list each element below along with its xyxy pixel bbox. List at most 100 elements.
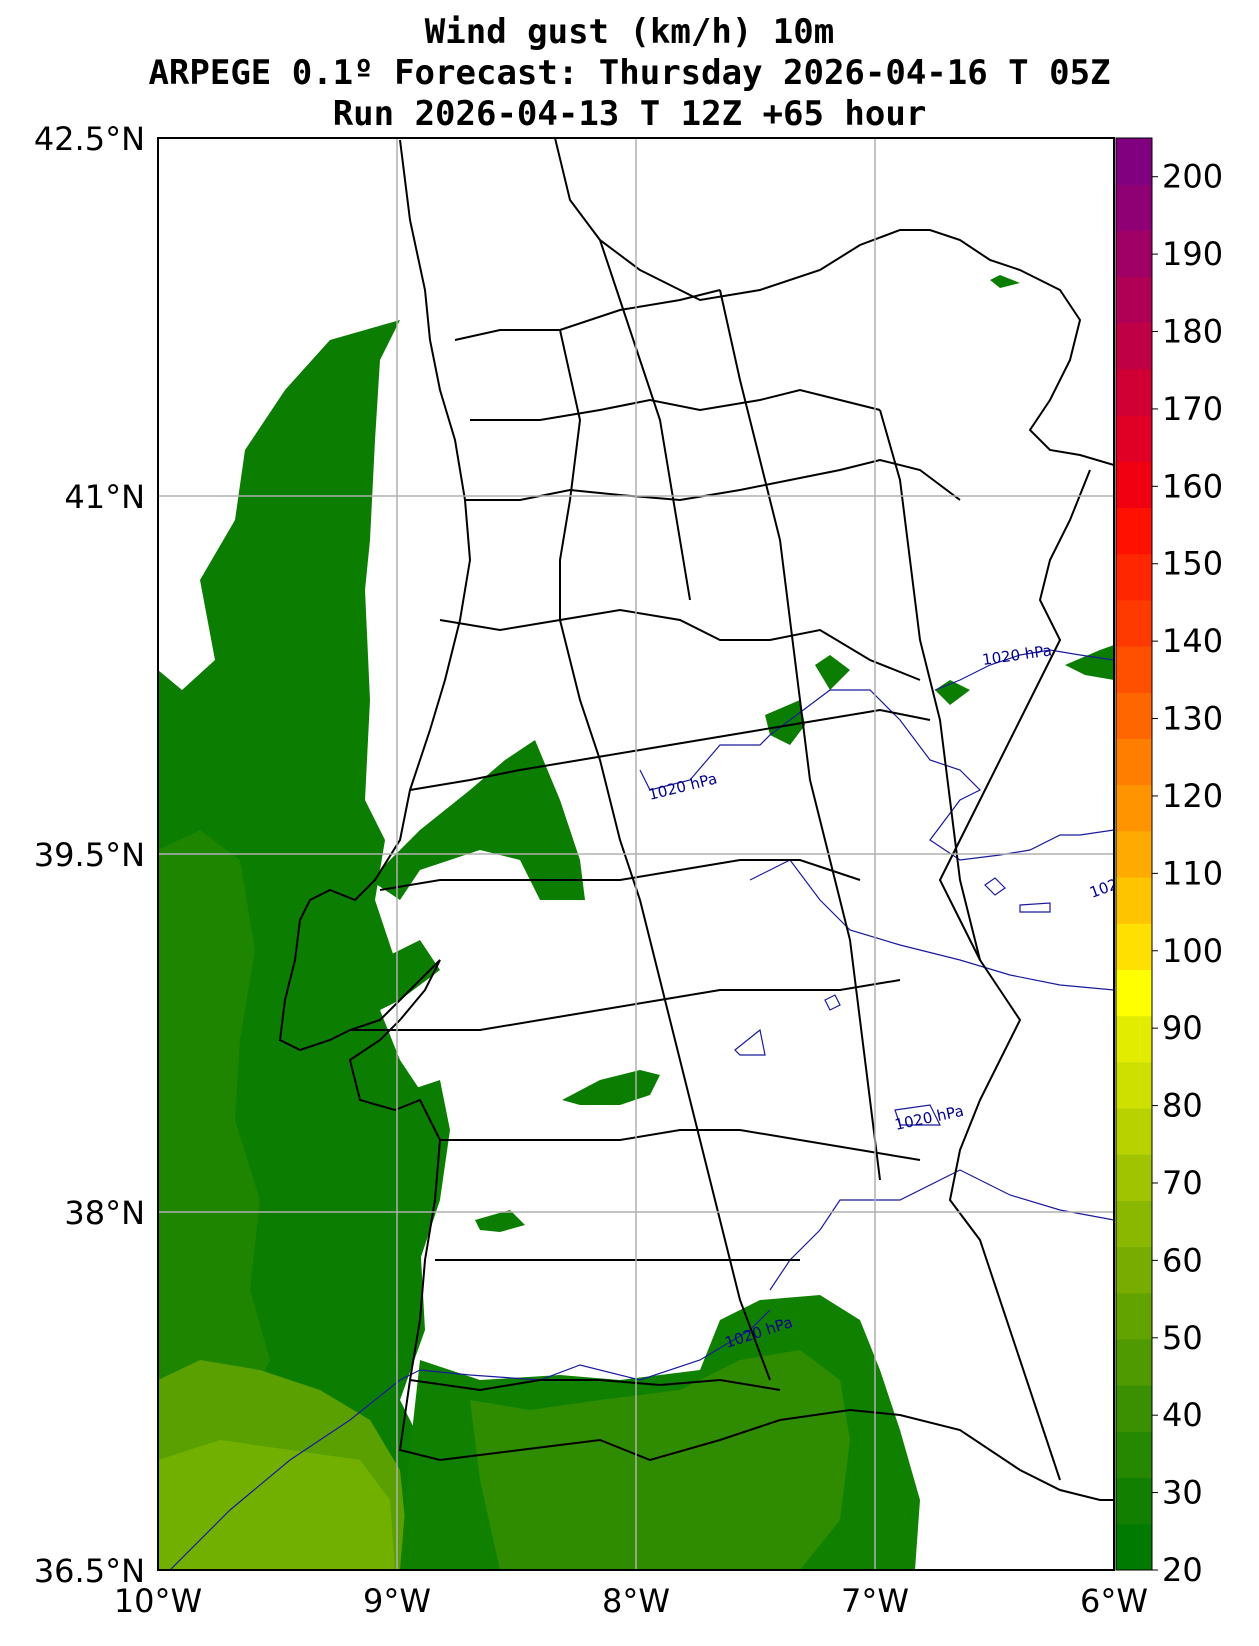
border-region-8 [440,1129,921,1161]
gust-area-inland-patch-2 [475,1210,525,1232]
colorbar-swatch [1116,230,1152,278]
colorbar-swatch [1116,830,1152,878]
isobars [169,649,1114,1570]
map-title-line-2: ARPEGE 0.1º Forecast: Thursday 2026-04-1… [148,53,1111,93]
colorbar-swatch [1116,1477,1152,1525]
colorbar-label: 90 [1162,1009,1203,1047]
colorbar-swatch [1116,368,1152,416]
colorbar-swatch [1116,969,1152,1017]
border-spain-portugal-east [938,469,1091,1481]
isobar-small-loop-4 [824,994,841,1011]
colorbar-label: 200 [1162,158,1223,196]
border-region-6 [379,859,861,891]
colorbar-label: 30 [1162,1474,1203,1512]
border-region-2 [470,388,881,421]
colorbar-label: 110 [1162,854,1223,892]
colorbar-swatch [1116,1292,1152,1340]
colorbar-swatch [1116,184,1152,231]
colorbar-swatch [1116,507,1152,555]
colorbar-label: 120 [1162,777,1223,815]
gust-area-tagus [300,940,440,1030]
colorbar-label: 170 [1162,390,1223,428]
border-internal-v3 [879,409,981,961]
colorbar-label: 160 [1162,467,1223,505]
isobar-small-loop-5 [894,1104,941,1126]
colorbar-label: 40 [1162,1396,1203,1434]
colorbar-swatch [1116,1061,1152,1109]
isobar-line-inland [749,859,1114,991]
gust-area-inland-patch [562,1070,660,1105]
gust-area-north-patch [990,275,1020,288]
lat-label: 41°N [64,478,145,516]
lat-label: 39.5°N [34,836,145,874]
colorbar-swatch [1116,1015,1152,1063]
isobar-small-loop [984,877,1006,896]
isobar-small-loop-2 [1019,902,1051,913]
longitude-labels: 10°W 9°W 8°W 7°W 6°W [114,1582,1148,1620]
map-area: 1020 hPa 1020 hPa 1020 hPa 1020 hPa 1020… [158,138,1114,1570]
border-spain-portugal-north [554,138,1114,466]
map-title-line-3: Run 2026-04-13 T 12Z +65 hour [332,94,927,134]
latitude-labels: 42.5°N 41°N 39.5°N 38°N 36.5°N [34,120,145,1590]
gust-area-northeast-patch-3 [935,680,970,705]
border-region-7 [350,979,901,1031]
colorbar-label: 140 [1162,622,1223,660]
border-region-4 [439,608,921,681]
colorbar-swatch [1116,1523,1152,1571]
colorbar-swatch [1116,1108,1152,1155]
border-region-10 [409,1378,781,1392]
lat-label: 38°N [64,1194,145,1232]
gust-area-northeast-patch-2 [815,655,850,690]
colorbar-label: 70 [1162,1164,1203,1202]
gust-area-sines [400,1080,450,1260]
lat-label: 36.5°N [34,1552,145,1590]
gust-area-northeast-patch-4 [1065,645,1114,680]
map-title-line-1: Wind gust (km/h) 10m [424,12,835,52]
colorbar-swatch [1116,553,1152,601]
colorbar-swatch [1116,276,1152,324]
coastline [278,139,1114,1501]
lat-label: 42.5°N [34,120,145,158]
colorbar-label: 180 [1162,313,1223,351]
isobar-line-north [934,649,1114,691]
isobar-label: 1020 hPa [893,1102,965,1134]
colorbar-swatch [1116,1200,1152,1248]
colorbar-label: 50 [1162,1319,1203,1357]
border-internal-v2 [719,289,881,1181]
border-region-1 [454,289,721,341]
colorbar-label: 130 [1162,700,1223,738]
colorbar-swatch [1116,599,1152,647]
gust-area-northeast-patch [765,700,805,745]
map-frame [157,137,1115,1571]
colorbar-label: 60 [1162,1241,1203,1279]
colorbar-label: 150 [1162,545,1223,583]
gridlines [158,138,1114,1570]
colorbar-swatch [1116,646,1152,693]
lon-label: 8°W [602,1582,670,1620]
colorbar-label: 80 [1162,1087,1203,1125]
lon-label: 7°W [841,1582,909,1620]
colorbar-frame [1115,137,1153,1571]
coastline-and-borders [278,138,1114,1501]
lon-label: 6°W [1080,1582,1148,1620]
colorbar-swatch [1116,738,1152,786]
isobar-label: 1020 hPa [647,769,719,803]
border-internal-v1 [559,329,771,1381]
gust-area-bay [370,740,585,900]
colorbar-swatch [1116,1431,1152,1479]
border-region-5 [409,708,931,791]
isobar-line-coast [419,1309,771,1381]
isobar-line-offshore [169,1369,421,1570]
gust-area-south-coast-mid [470,1350,850,1570]
colorbar-swatch [1116,461,1152,509]
colorbar-swatch [1116,1154,1152,1201]
colorbar-swatch [1116,877,1152,924]
colorbar-swatch [1116,784,1152,832]
colorbar-swatch [1116,1385,1152,1432]
border-internal-v4 [599,239,691,601]
colorbar-label: 100 [1162,932,1223,970]
colorbar-swatch [1116,1246,1152,1294]
isobar-labels: 1020 hPa 1020 hPa 1020 hPa 1020 hPa 1020… [647,641,1114,1351]
colorbar: 20 30 40 50 60 70 80 90 100 110 120 130 140 150 160 170… [1115,137,1223,1589]
